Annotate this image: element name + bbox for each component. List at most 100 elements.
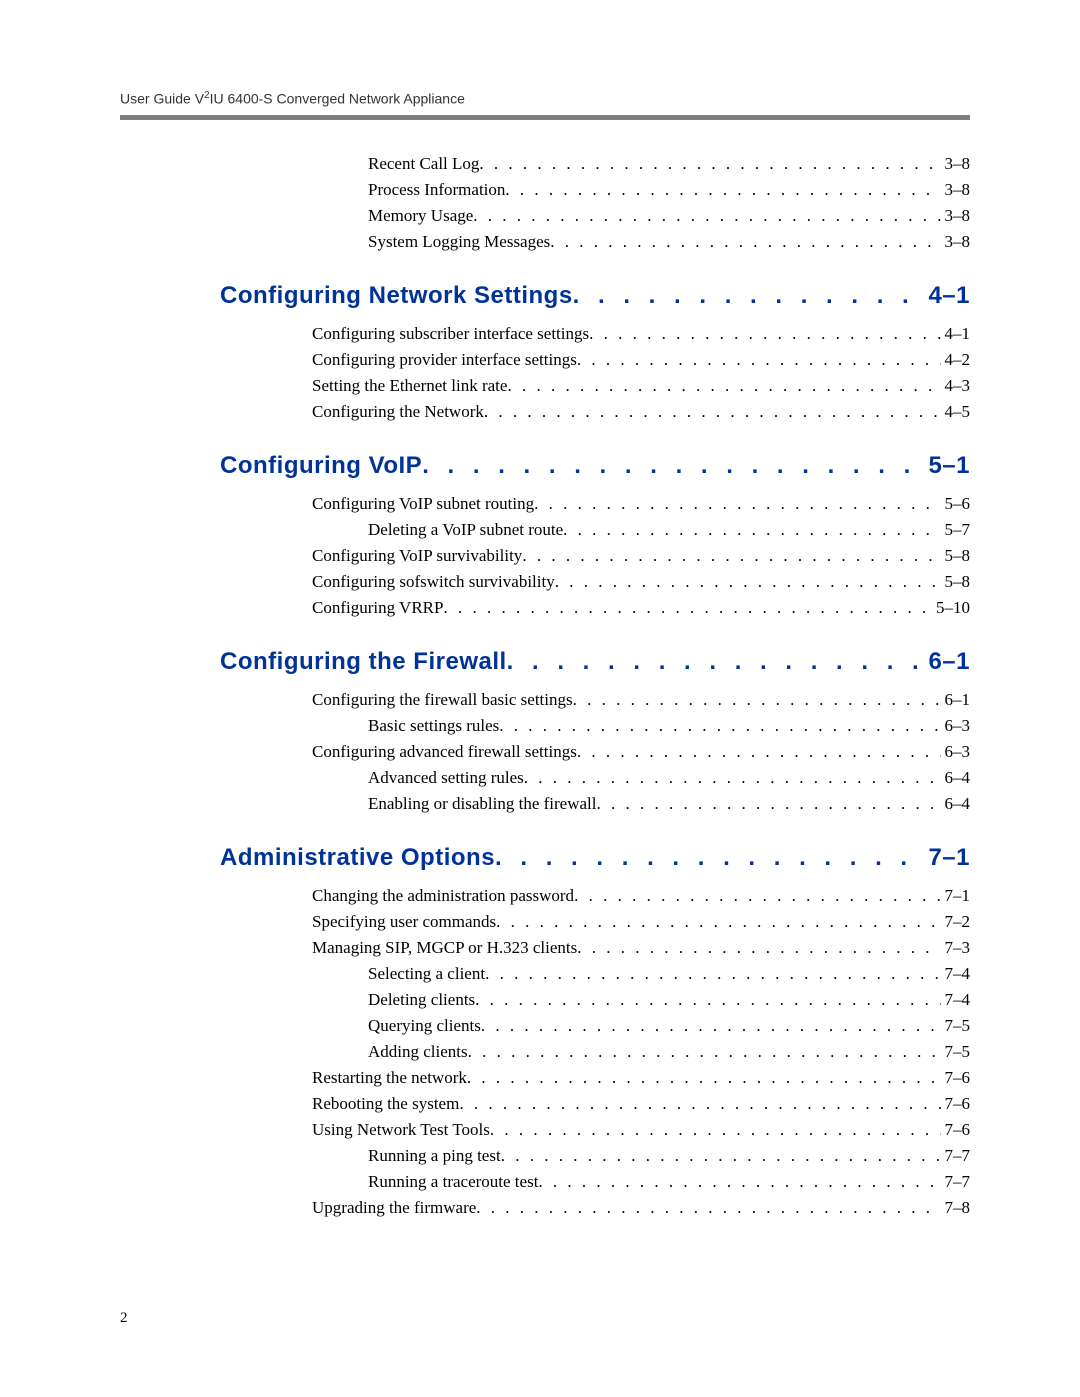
toc-leader-dots: . . . . . . . . . . . . . . . . . . . . …	[496, 912, 940, 932]
toc-page-ref: 7–6	[941, 1094, 971, 1114]
toc-label: Recent Call Log	[368, 154, 479, 174]
toc-entry[interactable]: Deleting clients . . . . . . . . . . . .…	[220, 990, 970, 1010]
toc-leader-dots: . . . . . . . . . . . . . . . . . . . . …	[563, 520, 940, 540]
toc-entry[interactable]: Querying clients . . . . . . . . . . . .…	[220, 1016, 970, 1036]
toc-label: Configuring subscriber interface setting…	[312, 324, 589, 344]
toc-leader-dots: . . . . . . . . . . . . . . . . . . . . …	[422, 452, 924, 480]
toc-label: Advanced setting rules	[368, 768, 524, 788]
toc-leader-dots: . . . . . . . . . . . . . . . . . . . . …	[577, 938, 940, 958]
toc-page-ref: 3–8	[941, 154, 971, 174]
toc-entry[interactable]: Specifying user commands . . . . . . . .…	[220, 912, 970, 932]
toc-label: Rebooting the system	[312, 1094, 459, 1114]
toc-page-ref: 7–1	[941, 886, 971, 906]
toc-chapter[interactable]: Configuring Network Settings . . . . . .…	[220, 282, 970, 310]
toc-page-ref: 6–1	[941, 690, 971, 710]
toc-label: Deleting a VoIP subnet route	[368, 520, 563, 540]
toc-entry[interactable]: Basic settings rules . . . . . . . . . .…	[220, 716, 970, 736]
header-text-before: User Guide V	[120, 91, 204, 107]
page-number: 2	[120, 1310, 128, 1327]
toc-leader-dots: . . . . . . . . . . . . . . . . . . . . …	[459, 1094, 940, 1114]
toc-page-ref: 7–6	[941, 1120, 971, 1140]
toc-page-ref: 6–3	[941, 716, 971, 736]
toc-entry[interactable]: Setting the Ethernet link rate . . . . .…	[220, 376, 970, 396]
toc-entry[interactable]: Rebooting the system . . . . . . . . . .…	[220, 1094, 970, 1114]
toc-leader-dots: . . . . . . . . . . . . . . . . . . . . …	[550, 232, 940, 252]
toc-label: Running a ping test	[368, 1146, 501, 1166]
toc-entry[interactable]: Changing the administration password . .…	[220, 886, 970, 906]
toc-label: Configuring provider interface settings	[312, 350, 577, 370]
toc-chapter[interactable]: Configuring the Firewall . . . . . . . .…	[220, 648, 970, 676]
toc-entry[interactable]: Advanced setting rules . . . . . . . . .…	[220, 768, 970, 788]
toc-page-ref: 4–1	[941, 324, 971, 344]
toc-entry[interactable]: Restarting the network . . . . . . . . .…	[220, 1068, 970, 1088]
toc-entry[interactable]: Recent Call Log . . . . . . . . . . . . …	[220, 154, 970, 174]
toc-label: Querying clients	[368, 1016, 481, 1036]
toc-label: Managing SIP, MGCP or H.323 clients	[312, 938, 577, 958]
toc-leader-dots: . . . . . . . . . . . . . . . . . . . . …	[467, 1068, 941, 1088]
toc-page-ref: 5–10	[932, 598, 970, 618]
toc-entry[interactable]: Configuring the firewall basic settings …	[220, 690, 970, 710]
toc-label: Adding clients	[368, 1042, 468, 1062]
toc-entry[interactable]: Configuring subscriber interface setting…	[220, 324, 970, 344]
toc-entry[interactable]: Enabling or disabling the firewall . . .…	[220, 794, 970, 814]
toc-page-ref: 7–4	[941, 990, 971, 1010]
toc-leader-dots: . . . . . . . . . . . . . . . . . . . . …	[597, 794, 941, 814]
toc-leader-dots: . . . . . . . . . . . . . . . . . . . . …	[538, 1172, 940, 1192]
toc-leader-dots: . . . . . . . . . . . . . . . . . . . . …	[505, 180, 940, 200]
toc-page-ref: 4–2	[941, 350, 971, 370]
toc-entry[interactable]: Configuring the Network . . . . . . . . …	[220, 402, 970, 422]
toc-page-ref: 7–5	[941, 1042, 971, 1062]
toc-entry[interactable]: Configuring provider interface settings …	[220, 350, 970, 370]
toc-entry[interactable]: Configuring VoIP subnet routing . . . . …	[220, 494, 970, 514]
toc-label: Configuring the firewall basic settings	[312, 690, 573, 710]
toc-page-ref: 7–4	[941, 964, 971, 984]
toc-entry[interactable]: Memory Usage . . . . . . . . . . . . . .…	[220, 206, 970, 226]
toc-chapter[interactable]: Administrative Options . . . . . . . . .…	[220, 844, 970, 872]
toc-leader-dots: . . . . . . . . . . . . . . . . . . . . …	[534, 494, 940, 514]
toc-page-ref: 7–5	[941, 1016, 971, 1036]
toc-entry[interactable]: Selecting a client . . . . . . . . . . .…	[220, 964, 970, 984]
toc-leader-dots: . . . . . . . . . . . . . . . . . . . . …	[475, 990, 940, 1010]
toc-leader-dots: . . . . . . . . . . . . . . . . . . . . …	[481, 1016, 941, 1036]
toc-label: Configuring VRRP	[312, 598, 443, 618]
toc-entry[interactable]: Managing SIP, MGCP or H.323 clients . . …	[220, 938, 970, 958]
toc-page-ref: 5–1	[924, 452, 970, 480]
toc-label: Setting the Ethernet link rate	[312, 376, 507, 396]
toc-entry[interactable]: Configuring advanced firewall settings .…	[220, 742, 970, 762]
toc-entry[interactable]: Configuring VRRP . . . . . . . . . . . .…	[220, 598, 970, 618]
toc-entry[interactable]: Upgrading the firmware . . . . . . . . .…	[220, 1198, 970, 1218]
toc-entry[interactable]: Deleting a VoIP subnet route . . . . . .…	[220, 520, 970, 540]
toc-label: Configuring VoIP subnet routing	[312, 494, 534, 514]
toc-label: Selecting a client	[368, 964, 485, 984]
toc-leader-dots: . . . . . . . . . . . . . . . . . . . . …	[507, 376, 940, 396]
toc-leader-dots: . . . . . . . . . . . . . . . . . . . . …	[589, 324, 940, 344]
toc-entry[interactable]: Using Network Test Tools . . . . . . . .…	[220, 1120, 970, 1140]
toc-leader-dots: . . . . . . . . . . . . . . . . . . . . …	[473, 206, 940, 226]
toc-page-ref: 7–2	[941, 912, 971, 932]
toc-entry[interactable]: Adding clients . . . . . . . . . . . . .…	[220, 1042, 970, 1062]
toc-page-ref: 5–6	[941, 494, 971, 514]
toc-page-ref: 4–1	[924, 282, 970, 310]
toc-entry[interactable]: Running a traceroute test . . . . . . . …	[220, 1172, 970, 1192]
toc-page-ref: 7–3	[941, 938, 971, 958]
toc-label: Configuring sofswitch survivability	[312, 572, 555, 592]
toc-leader-dots: . . . . . . . . . . . . . . . . . . . . …	[577, 350, 941, 370]
toc-page-ref: 4–3	[941, 376, 971, 396]
toc-page-ref: 7–8	[941, 1198, 971, 1218]
toc-leader-dots: . . . . . . . . . . . . . . . . . . . . …	[485, 964, 940, 984]
toc-entry[interactable]: Configuring sofswitch survivability . . …	[220, 572, 970, 592]
toc-chapter[interactable]: Configuring VoIP . . . . . . . . . . . .…	[220, 452, 970, 480]
toc-label: Administrative Options	[220, 844, 495, 872]
toc-leader-dots: . . . . . . . . . . . . . . . . . . . . …	[573, 690, 941, 710]
toc-label: Running a traceroute test	[368, 1172, 538, 1192]
toc-page-ref: 3–8	[941, 180, 971, 200]
toc-page-ref: 6–1	[924, 648, 970, 676]
toc-page-ref: 4–5	[941, 402, 971, 422]
toc-page-ref: 6–3	[941, 742, 971, 762]
toc-entry[interactable]: Configuring VoIP survivability . . . . .…	[220, 546, 970, 566]
toc-entry[interactable]: Running a ping test . . . . . . . . . . …	[220, 1146, 970, 1166]
toc-entry[interactable]: Process Information . . . . . . . . . . …	[220, 180, 970, 200]
toc-leader-dots: . . . . . . . . . . . . . . . . . . . . …	[574, 886, 940, 906]
toc-entry[interactable]: System Logging Messages . . . . . . . . …	[220, 232, 970, 252]
toc-page-ref: 5–7	[941, 520, 971, 540]
